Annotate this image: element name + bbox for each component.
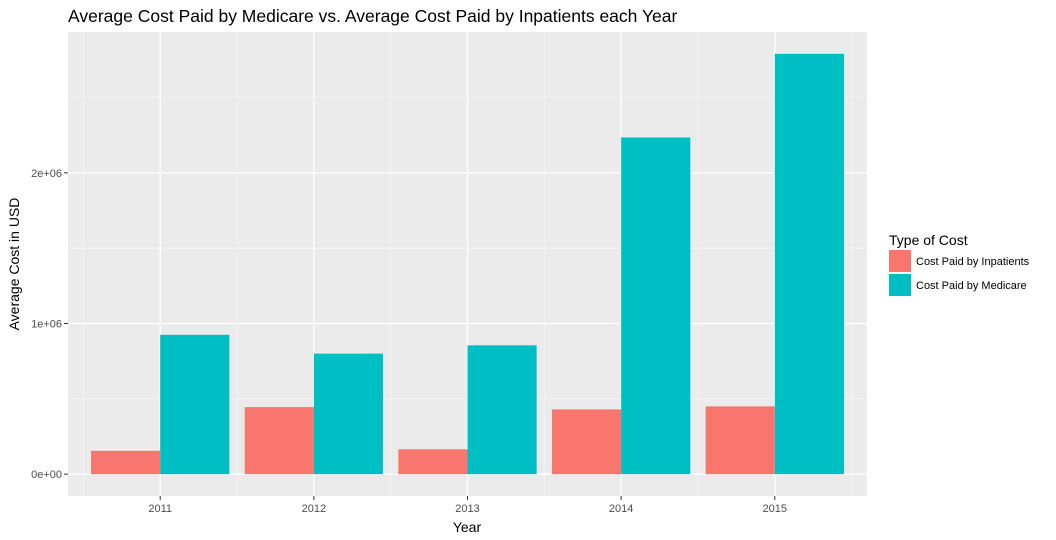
x-tick-label: 2012 <box>302 503 326 515</box>
y-tick-label: 0e+00 <box>31 469 62 481</box>
x-axis: 2011 2012 2013 2014 2015 <box>148 496 787 515</box>
bar <box>244 407 314 475</box>
bar <box>398 449 468 475</box>
chart-title: Average Cost Paid by Medicare vs. Averag… <box>68 6 677 26</box>
x-tick-label: 2014 <box>609 503 633 515</box>
legend: Type of Cost Cost Paid by InpatientsCost… <box>889 232 1030 296</box>
x-axis-title: Year <box>453 519 482 535</box>
y-tick-label: 2e+06 <box>31 168 62 180</box>
y-axis: 0e+00 1e+06 2e+06 <box>31 168 68 481</box>
legend-swatch <box>889 274 911 296</box>
bar <box>774 53 844 475</box>
bar <box>552 409 622 475</box>
legend-title: Type of Cost <box>889 232 968 248</box>
bar <box>467 345 537 475</box>
x-tick-label: 2011 <box>148 503 172 515</box>
legend-label: Cost Paid by Inpatients <box>916 256 1030 268</box>
x-tick-label: 2013 <box>455 503 479 515</box>
legend-items: Cost Paid by Inpatients Cost Paid by Medi… <box>889 250 1030 296</box>
legend-swatch <box>889 250 911 272</box>
bar <box>313 353 383 475</box>
bars <box>91 53 844 475</box>
bar <box>160 334 230 475</box>
minor-gridlines <box>68 32 867 496</box>
bar <box>621 137 691 475</box>
bar <box>705 406 775 475</box>
y-tick-label: 1e+06 <box>31 319 62 331</box>
x-tick-label: 2015 <box>763 503 787 515</box>
legend-label: Cost Paid by Medicare <box>916 280 1027 292</box>
bar <box>91 450 161 475</box>
y-axis-title: Average Cost in USD <box>6 198 22 331</box>
